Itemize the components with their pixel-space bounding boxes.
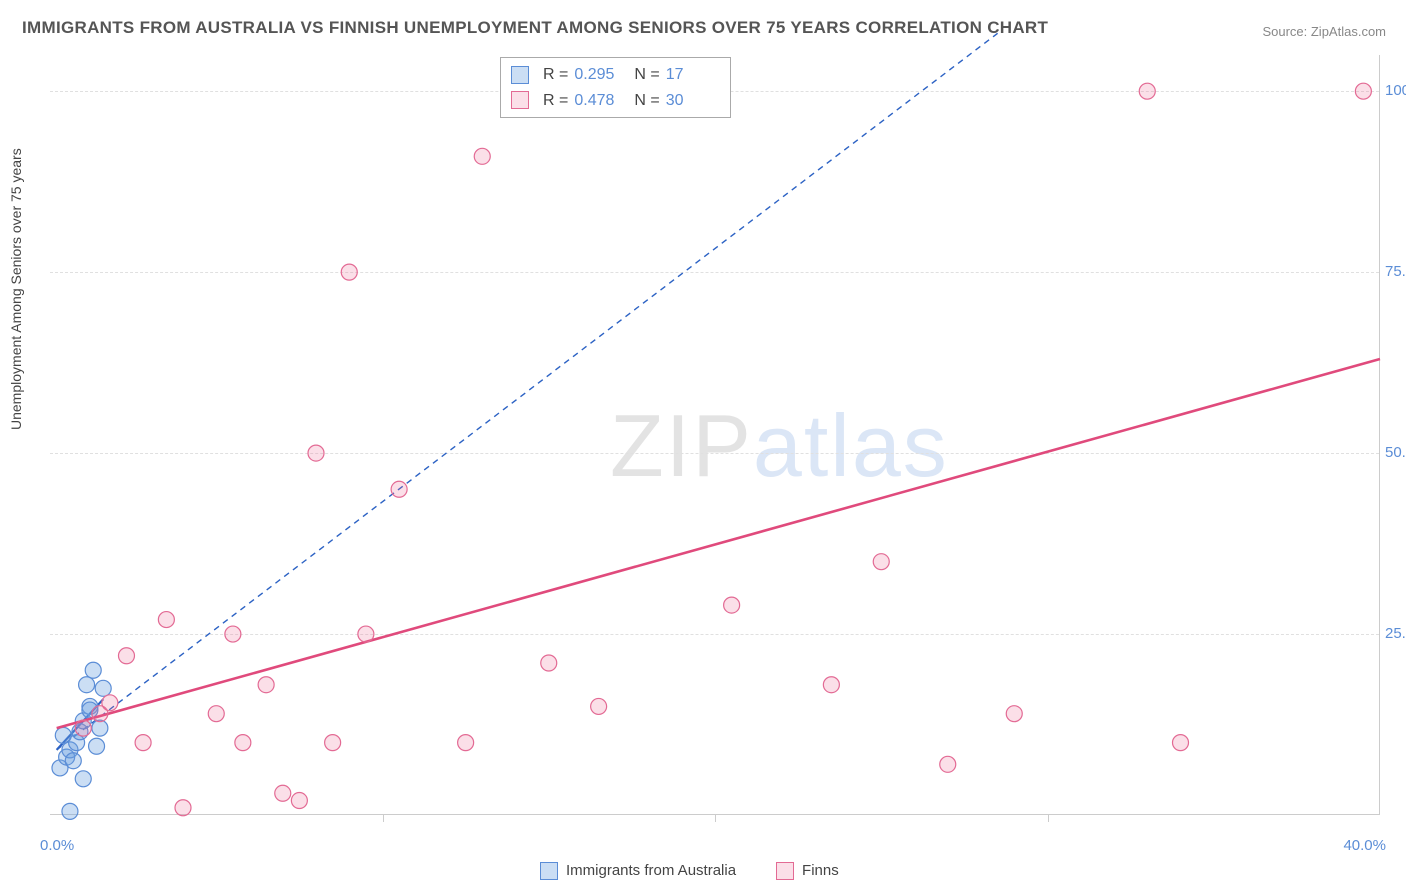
data-point (358, 626, 374, 642)
source-attribution: Source: ZipAtlas.com (1262, 24, 1386, 39)
data-point (391, 481, 407, 497)
data-point (62, 803, 78, 819)
x-legend-item: Finns (776, 862, 839, 880)
x-tick (383, 814, 384, 822)
data-point (823, 677, 839, 693)
chart-title: IMMIGRANTS FROM AUSTRALIA VS FINNISH UNE… (22, 18, 1048, 38)
x-tick (1048, 814, 1049, 822)
x-legend: Immigrants from Australia Finns (540, 862, 839, 880)
legend-swatch (511, 91, 529, 109)
data-point (873, 554, 889, 570)
n-value: 17 (666, 62, 720, 88)
data-point (291, 793, 307, 809)
chart-svg (50, 55, 1379, 814)
data-point (79, 677, 95, 693)
legend-row: R =0.295N = 17 (511, 62, 720, 88)
x-origin-label: 0.0% (40, 837, 74, 854)
y-tick-label: 100.0% (1385, 82, 1406, 99)
data-point (75, 720, 91, 736)
data-point (102, 695, 118, 711)
data-point (275, 785, 291, 801)
data-point (308, 445, 324, 461)
r-value: 0.295 (574, 62, 628, 88)
data-point (158, 612, 174, 628)
correlation-legend: R =0.295N = 17 R =0.478N = 30 (500, 57, 731, 118)
n-value: 30 (666, 88, 720, 114)
y-tick-label: 50.0% (1385, 444, 1406, 461)
data-point (940, 756, 956, 772)
data-point (225, 626, 241, 642)
data-point (724, 597, 740, 613)
y-tick-label: 25.0% (1385, 625, 1406, 642)
legend-swatch (511, 66, 529, 84)
data-point (95, 680, 111, 696)
data-point (541, 655, 557, 671)
r-value: 0.478 (574, 88, 628, 114)
data-point (1173, 735, 1189, 751)
r-label: R = (543, 62, 568, 88)
data-point (591, 698, 607, 714)
data-point (75, 771, 91, 787)
data-point (92, 720, 108, 736)
trend-line (57, 359, 1380, 728)
x-legend-item: Immigrants from Australia (540, 862, 736, 880)
n-label: N = (634, 62, 659, 88)
x-legend-label: Immigrants from Australia (566, 862, 736, 879)
trend-line-dashed (57, 33, 998, 750)
data-point (458, 735, 474, 751)
n-label: N = (634, 88, 659, 114)
data-point (135, 735, 151, 751)
data-point (175, 800, 191, 816)
data-point (1355, 83, 1371, 99)
data-point (55, 727, 71, 743)
y-axis-label: Unemployment Among Seniors over 75 years (8, 148, 24, 430)
data-point (89, 738, 105, 754)
data-point (85, 662, 101, 678)
plot-area: ZIPatlas R =0.295N =17R =0.478N =30 25.0… (50, 55, 1380, 815)
data-point (235, 735, 251, 751)
data-point (258, 677, 274, 693)
x-tick (715, 814, 716, 822)
data-point (118, 648, 134, 664)
x-legend-label: Finns (802, 862, 839, 879)
x-max-label: 40.0% (1343, 837, 1386, 854)
data-point (341, 264, 357, 280)
data-point (208, 706, 224, 722)
legend-swatch (540, 862, 558, 880)
data-point (474, 148, 490, 164)
r-label: R = (543, 88, 568, 114)
data-point (65, 753, 81, 769)
legend-swatch (776, 862, 794, 880)
data-point (325, 735, 341, 751)
data-point (1006, 706, 1022, 722)
y-tick-label: 75.0% (1385, 263, 1406, 280)
data-point (1139, 83, 1155, 99)
legend-row: R =0.478N = 30 (511, 88, 720, 114)
